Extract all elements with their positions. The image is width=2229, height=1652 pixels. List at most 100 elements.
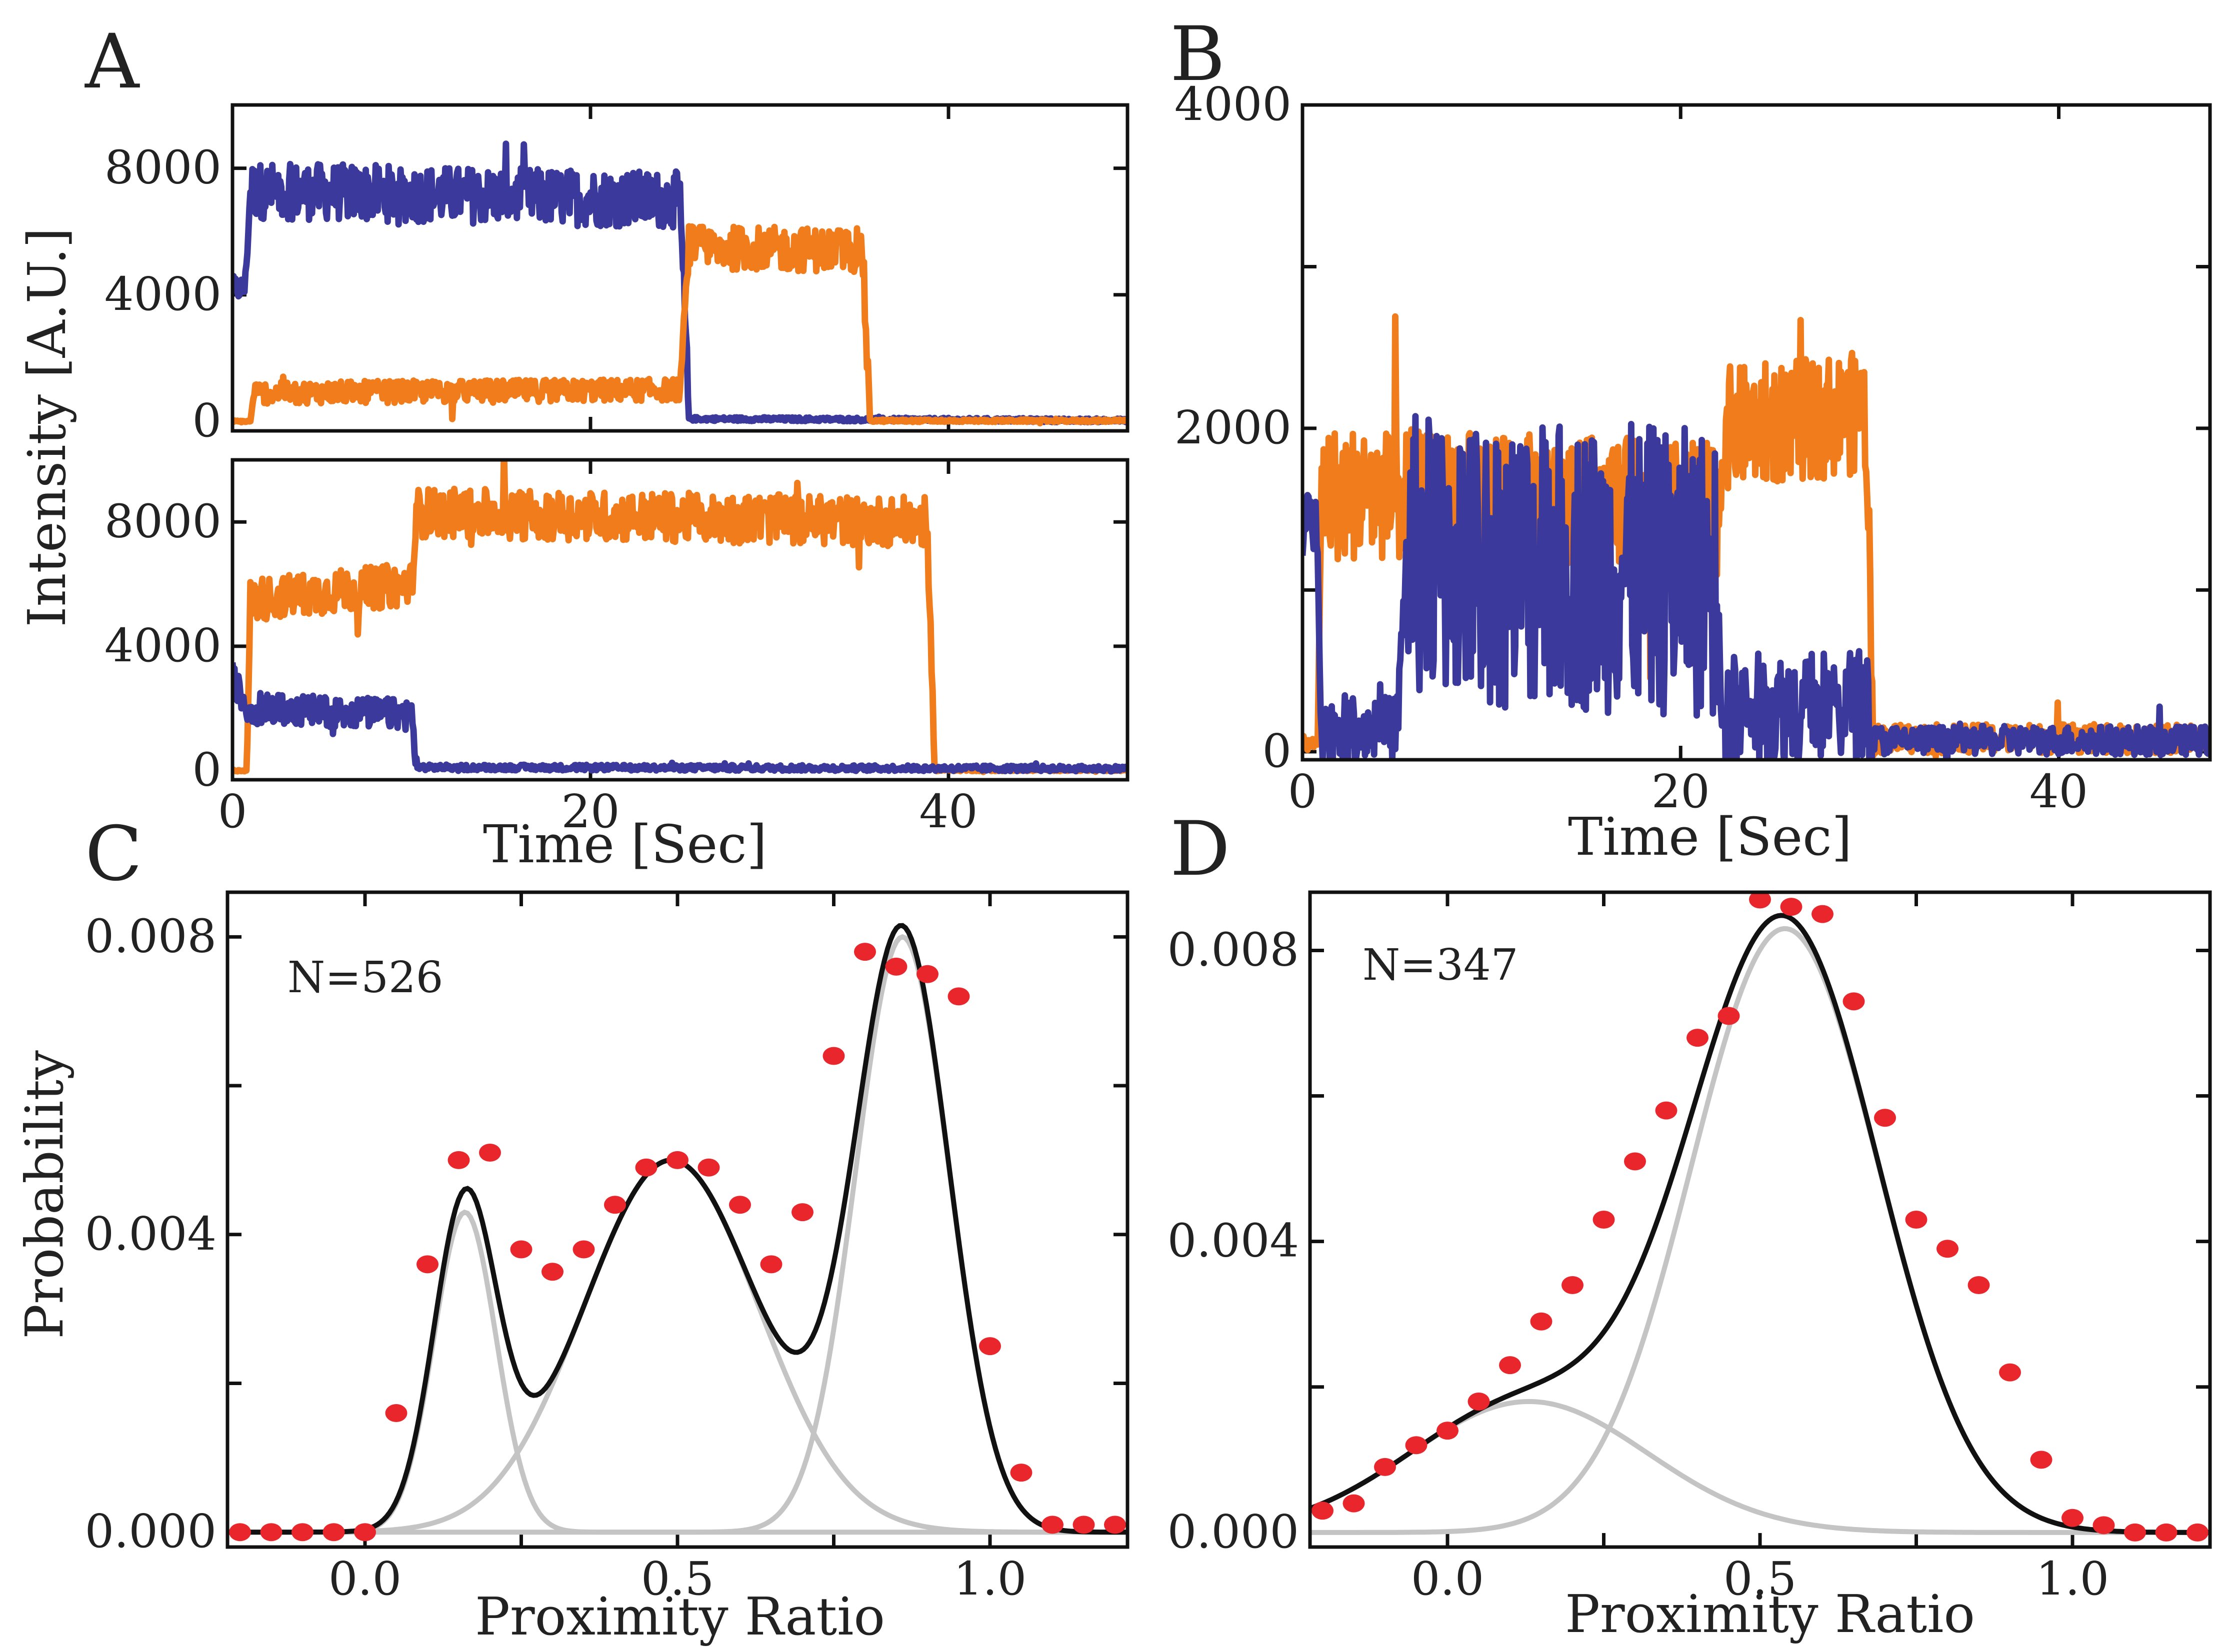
panel-c: 0.000 0.004 0.008 0.0 0.5 1.0 [85, 890, 1130, 1606]
plot-frame [1300, 103, 2212, 762]
data-point [1936, 1240, 1958, 1258]
x-tick-label: 0.0 [1411, 1552, 1484, 1606]
data-point [416, 1255, 438, 1274]
x-tick-label: 0.0 [328, 1552, 402, 1606]
y-tick-label: 4000 [104, 619, 222, 672]
panel-b: 0 2000 4000 0 20 40 [1174, 77, 2212, 818]
data-point [1905, 1211, 1928, 1229]
fit-component-1 [228, 1209, 1128, 1535]
data-point [916, 965, 938, 983]
plot-frame [226, 890, 1130, 1549]
panel-a-ylabel: Intensity [A.U.] [16, 227, 78, 627]
x-tick-label: 40 [2030, 765, 2088, 818]
y-tick-label: 8000 [104, 141, 222, 194]
y-tick-label: 0.004 [1168, 1214, 1299, 1268]
data-point [1842, 992, 1865, 1011]
data-point [792, 1203, 814, 1222]
data-point [1624, 1152, 1646, 1171]
data-point [760, 1255, 782, 1274]
panel-d-annotation: N=347 [1362, 940, 1518, 990]
data-point [1499, 1356, 1521, 1375]
panel-letter-a: A [84, 18, 140, 105]
fit-total [228, 923, 1128, 1535]
data-point [1072, 1516, 1095, 1534]
x-tick-label: 1.0 [2036, 1552, 2109, 1606]
data-point [229, 1523, 251, 1542]
data-point [1780, 898, 1802, 916]
data-point [1042, 1516, 1064, 1534]
data-point [1104, 1516, 1126, 1534]
data-point [385, 1404, 408, 1423]
panel-a-bottom: 0 4000 8000 0 20 40 [104, 458, 1130, 838]
y-tick-label: 0 [192, 743, 222, 796]
x-tick-label: 40 [919, 785, 978, 838]
panel-b-xlabel: Time [Sec] [1568, 806, 1852, 867]
data-point [948, 987, 970, 1006]
data-point [1530, 1312, 1552, 1331]
x-tick-label: 0.5 [641, 1552, 714, 1606]
data-point [604, 1196, 626, 1214]
y-tick-label: 0.000 [85, 1505, 216, 1558]
data-point [2186, 1523, 2208, 1542]
data-point [510, 1240, 532, 1259]
data-point [1405, 1436, 1428, 1455]
data-point [1655, 1101, 1678, 1120]
y-tick-label: 0.008 [85, 909, 216, 963]
data-point [1968, 1276, 1990, 1294]
panel-letter-b: B [1170, 11, 1225, 98]
fit-total [1310, 913, 2210, 1535]
panel-d-xlabel: Proximity Ratio [1565, 1584, 1975, 1645]
data-point [1562, 1276, 1584, 1294]
data-point [1312, 1502, 1334, 1520]
data-point [448, 1151, 470, 1169]
data-point [1812, 905, 1834, 923]
trace-donor [232, 662, 1128, 775]
data-point [1374, 1458, 1396, 1476]
y-tick-label: 4000 [104, 267, 222, 321]
plot-frame [1308, 890, 2212, 1549]
data-point [822, 1047, 845, 1065]
data-point [854, 943, 876, 961]
data-point [479, 1144, 501, 1162]
panel-d: 0.000 0.004 0.008 0.0 0.5 1.0 [1168, 890, 2212, 1606]
trace-acceptor [232, 223, 1128, 427]
data-point [1718, 1007, 1740, 1025]
x-tick-label: 0 [218, 785, 248, 838]
data-point [698, 1158, 720, 1177]
y-tick-label: 2000 [1174, 401, 1292, 454]
data-point [1999, 1363, 2021, 1382]
x-tick-label: 0 [1288, 765, 1318, 818]
data-point [1874, 1109, 1896, 1127]
trace-donor [1302, 413, 2210, 760]
y-tick-label: 0.008 [1168, 923, 1299, 976]
data-point [1010, 1464, 1032, 1482]
data-point [1342, 1494, 1365, 1513]
data-point [572, 1240, 595, 1259]
panel-letter-c: C [85, 811, 142, 898]
panel-a-xlabel: Time [Sec] [483, 814, 767, 875]
y-tick-label: 8000 [104, 494, 222, 548]
panel-c-ylabel: Probability [14, 1050, 75, 1339]
data-point [979, 1337, 1001, 1356]
data-point [2155, 1523, 2178, 1542]
data-point [542, 1263, 564, 1281]
plot-frame [230, 103, 1130, 433]
panel-a-top: 0 4000 8000 [104, 103, 1130, 447]
y-tick-label: 0.004 [85, 1207, 216, 1261]
y-tick-label: 0.000 [1168, 1505, 1299, 1559]
data-point [1468, 1392, 1490, 1411]
data-point [2030, 1451, 2052, 1469]
panel-letter-d: D [1170, 806, 1230, 893]
data-point [2124, 1523, 2146, 1542]
fit-component-2 [1310, 926, 2210, 1535]
data-point [635, 1158, 658, 1177]
y-tick-label: 4000 [1174, 77, 1292, 131]
data-point [666, 1151, 688, 1169]
data-point [2062, 1509, 2084, 1527]
data-point [354, 1523, 376, 1542]
data-point [322, 1523, 345, 1542]
plot-frame [230, 458, 1130, 782]
x-tick-label: 0.5 [1724, 1552, 1796, 1606]
data-point [2092, 1516, 2115, 1535]
